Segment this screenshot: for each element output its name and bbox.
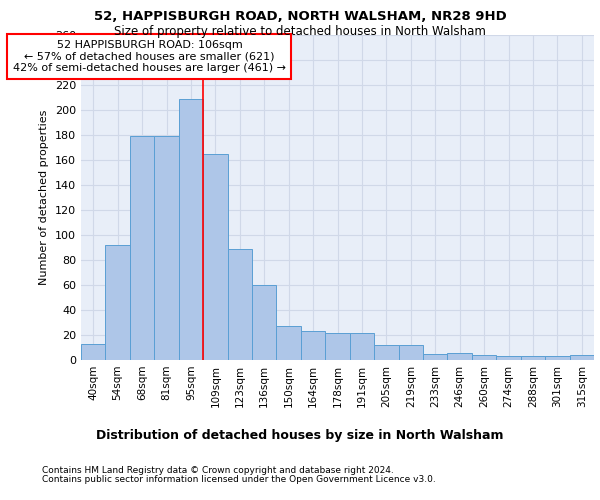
Text: 52 HAPPISBURGH ROAD: 106sqm
← 57% of detached houses are smaller (621)
42% of se: 52 HAPPISBURGH ROAD: 106sqm ← 57% of det… bbox=[13, 40, 286, 73]
Bar bbox=[374, 345, 398, 360]
Bar bbox=[398, 345, 423, 360]
Text: Contains HM Land Registry data © Crown copyright and database right 2024.: Contains HM Land Registry data © Crown c… bbox=[42, 466, 394, 475]
Bar bbox=[448, 352, 472, 360]
Text: Contains public sector information licensed under the Open Government Licence v3: Contains public sector information licen… bbox=[42, 474, 436, 484]
Bar bbox=[154, 136, 179, 360]
Bar bbox=[350, 332, 374, 360]
Text: 52, HAPPISBURGH ROAD, NORTH WALSHAM, NR28 9HD: 52, HAPPISBURGH ROAD, NORTH WALSHAM, NR2… bbox=[94, 10, 506, 23]
Bar bbox=[301, 331, 325, 360]
Bar bbox=[496, 356, 521, 360]
Text: Distribution of detached houses by size in North Walsham: Distribution of detached houses by size … bbox=[96, 430, 504, 442]
Bar bbox=[423, 354, 448, 360]
Bar bbox=[277, 326, 301, 360]
Y-axis label: Number of detached properties: Number of detached properties bbox=[40, 110, 49, 285]
Bar bbox=[569, 355, 594, 360]
Bar bbox=[545, 356, 569, 360]
Bar bbox=[472, 355, 496, 360]
Bar bbox=[203, 154, 227, 360]
Bar bbox=[521, 356, 545, 360]
Bar bbox=[130, 136, 154, 360]
Bar bbox=[227, 248, 252, 360]
Text: Size of property relative to detached houses in North Walsham: Size of property relative to detached ho… bbox=[114, 25, 486, 38]
Bar bbox=[252, 285, 277, 360]
Bar bbox=[106, 245, 130, 360]
Bar bbox=[81, 344, 106, 360]
Bar bbox=[179, 99, 203, 360]
Bar bbox=[325, 332, 350, 360]
